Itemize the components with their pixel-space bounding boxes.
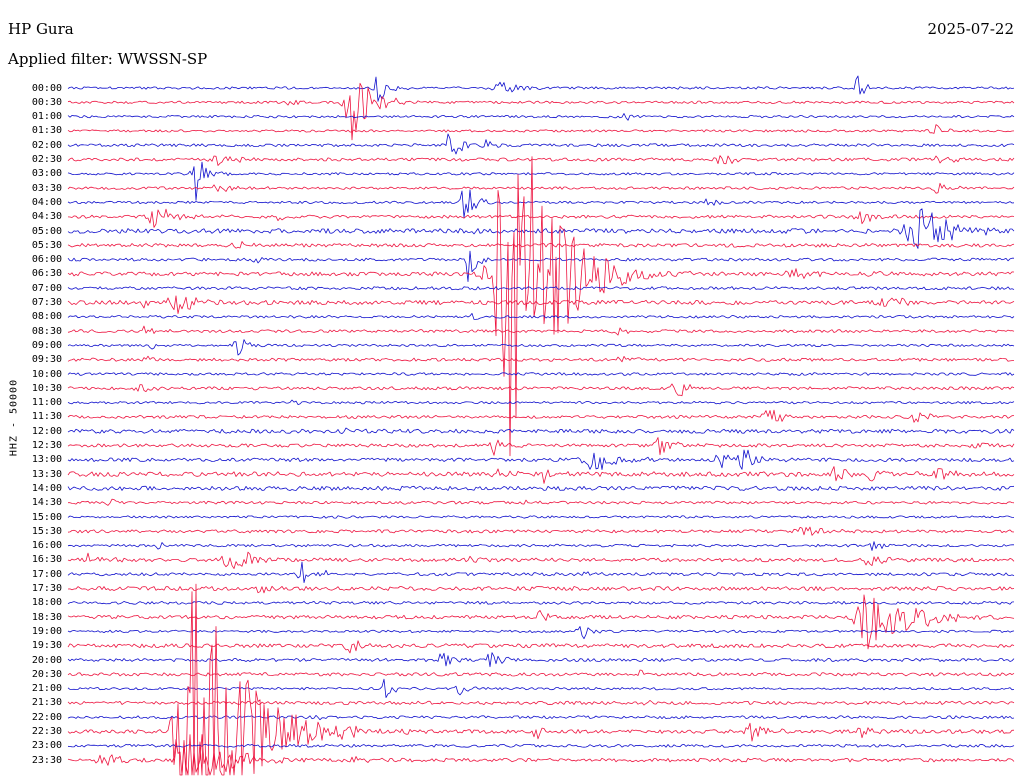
time-label: 13:00 — [31, 454, 62, 466]
seismogram-trace-0230 — [67, 155, 1015, 166]
time-label: 14:30 — [31, 497, 62, 509]
seismogram-trace-2230 — [67, 583, 1015, 776]
seismogram-trace-2130 — [67, 700, 1015, 706]
time-label: 17:30 — [31, 583, 62, 594]
time-label: 00:30 — [31, 96, 62, 108]
filter-label: Applied filter: WWSSN-SP — [8, 50, 208, 68]
time-label: 19:00 — [31, 625, 62, 637]
time-label: 00:00 — [31, 82, 62, 94]
time-label: 01:30 — [31, 125, 62, 137]
time-label: 03:30 — [31, 182, 62, 194]
time-label: 23:00 — [31, 740, 62, 752]
time-label: 06:00 — [31, 254, 62, 266]
seismogram-trace-0930 — [67, 355, 1015, 363]
time-label: 20:00 — [31, 654, 62, 666]
time-label: 03:00 — [31, 168, 62, 180]
seismogram-trace-1530 — [67, 526, 1015, 536]
time-label: 13:30 — [31, 468, 62, 480]
time-label: 04:00 — [31, 196, 62, 208]
time-label: 22:00 — [31, 711, 62, 723]
time-label: 04:30 — [31, 211, 62, 223]
seismogram-trace-0730 — [67, 295, 1015, 314]
time-label: 07:00 — [31, 282, 62, 294]
time-label: 16:30 — [31, 554, 62, 566]
time-label: 12:00 — [31, 425, 62, 437]
time-label: 08:30 — [31, 325, 62, 337]
seismogram-trace-1830 — [67, 594, 1015, 650]
seismogram-trace-0300 — [67, 161, 1015, 201]
time-label: 01:00 — [31, 111, 62, 123]
seismogram-trace-1630 — [67, 551, 1015, 569]
seismogram-trace-0130 — [67, 124, 1015, 134]
time-label: 05:30 — [31, 239, 62, 251]
seismogram-trace-2000 — [67, 652, 1015, 668]
seismogram-trace-0430 — [67, 208, 1015, 228]
seismogram-trace-2030 — [67, 669, 1015, 677]
seismogram-trace-1700 — [67, 561, 1015, 583]
seismogram-trace-0800 — [67, 313, 1015, 320]
time-label: 15:30 — [31, 525, 62, 537]
time-label: 10:30 — [31, 382, 62, 394]
seismogram-trace-1400 — [67, 485, 1015, 491]
time-label: 20:30 — [31, 668, 62, 680]
seismogram-trace-1600 — [67, 541, 1014, 551]
time-label: 09:30 — [31, 354, 62, 366]
time-label: 21:30 — [31, 697, 62, 709]
seismogram-trace-0830 — [67, 325, 1015, 336]
seismogram-trace-1200 — [67, 427, 1015, 434]
time-label: 09:00 — [31, 339, 62, 351]
seismogram-trace-1930 — [67, 640, 1015, 654]
seismogram-trace-0630 — [67, 156, 1015, 457]
seismogram-trace-0600 — [67, 250, 1014, 282]
time-label: 18:00 — [31, 597, 62, 609]
seismogram-trace-1500 — [67, 515, 1015, 519]
seismogram-trace-0700 — [67, 286, 1015, 291]
time-label: 22:30 — [31, 726, 62, 737]
time-label: 11:00 — [31, 397, 62, 409]
time-label: 02:30 — [31, 154, 62, 165]
seismogram-trace-1000 — [67, 372, 1015, 376]
seismogram-trace-1300 — [67, 449, 1015, 470]
station-title: HP Gura — [8, 20, 74, 38]
time-label: 21:00 — [31, 683, 62, 695]
seismogram-trace-1130 — [67, 409, 1015, 423]
time-label: 14:00 — [31, 482, 62, 494]
seismogram-trace-0330 — [67, 182, 1015, 194]
seismogram-trace-0400 — [67, 189, 1015, 218]
time-label: 11:30 — [31, 411, 62, 423]
seismogram-trace-0030 — [67, 82, 1015, 141]
time-label: 08:00 — [31, 311, 62, 323]
seismogram-trace-1800 — [67, 601, 1015, 605]
time-label: 12:30 — [31, 440, 62, 451]
seismogram-trace-0100 — [67, 113, 1015, 121]
time-label: 19:30 — [31, 640, 62, 652]
time-label: 15:00 — [31, 511, 62, 523]
seismogram-trace-0000 — [67, 75, 1015, 102]
time-label: 17:00 — [31, 568, 62, 580]
report-date: 2025-07-22 — [927, 20, 1014, 38]
time-label: 02:00 — [31, 139, 62, 151]
seismogram-trace-1030 — [67, 383, 1015, 397]
time-label: 23:30 — [31, 754, 62, 766]
seismogram-trace-1900 — [67, 626, 1015, 640]
time-label: 18:30 — [31, 611, 62, 623]
time-label: 05:00 — [31, 225, 62, 237]
seismogram-trace-1330 — [67, 466, 1015, 484]
seismogram-trace-1430 — [68, 498, 1015, 506]
time-label: 10:00 — [31, 368, 62, 380]
time-label: 07:30 — [31, 297, 62, 308]
seismogram-trace-0200 — [67, 133, 1015, 155]
seismogram-trace-2330 — [67, 734, 1015, 776]
seismogram-trace-1230 — [67, 437, 1015, 456]
seismogram-trace-2200 — [67, 715, 1015, 721]
seismogram-trace-2300 — [67, 744, 1015, 748]
time-label: 16:00 — [31, 540, 62, 552]
seismogram-trace-1730 — [67, 585, 1015, 594]
time-label: 06:30 — [31, 268, 62, 280]
seismogram-trace-0900 — [67, 339, 1015, 356]
seismogram-trace-1100 — [67, 399, 1015, 405]
